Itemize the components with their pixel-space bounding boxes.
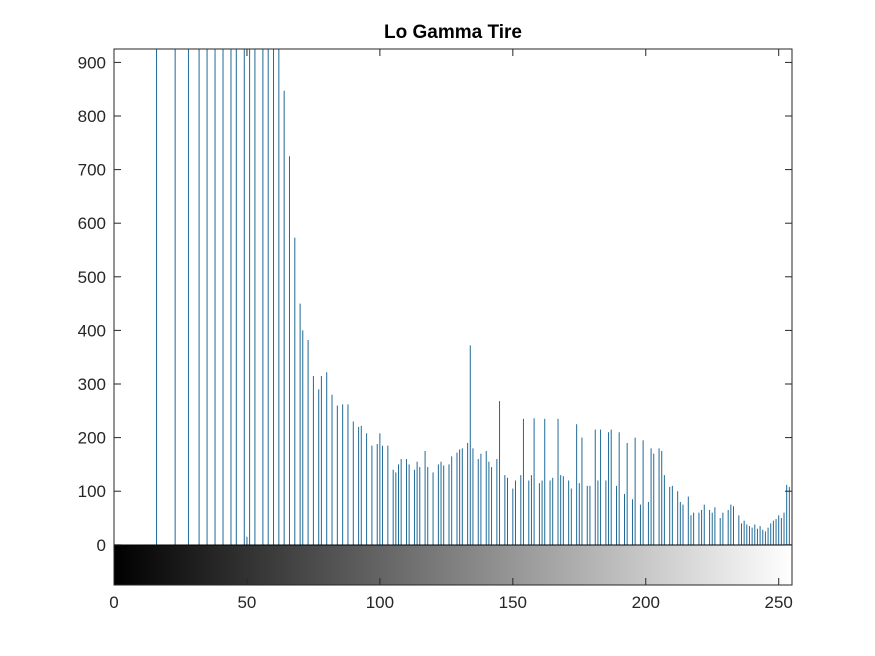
x-tick-label: 0 xyxy=(109,593,118,612)
y-tick-label: 0 xyxy=(97,536,106,555)
x-tick-label: 100 xyxy=(366,593,394,612)
y-tick-label: 600 xyxy=(78,214,106,233)
x-axis: 0 50 100 150 200 250 xyxy=(109,49,793,612)
plot-area xyxy=(114,49,792,585)
histogram-bars xyxy=(114,49,792,545)
y-tick-label: 700 xyxy=(78,161,106,180)
y-tick-label: 900 xyxy=(78,53,106,72)
x-tick-label: 50 xyxy=(237,593,256,612)
x-tick-label: 250 xyxy=(765,593,793,612)
chart-title: Lo Gamma Tire xyxy=(384,22,522,43)
y-tick-label: 300 xyxy=(78,375,106,394)
y-tick-label: 100 xyxy=(78,482,106,501)
x-tick-label: 150 xyxy=(499,593,527,612)
y-tick-label: 500 xyxy=(78,268,106,287)
y-tick-label: 200 xyxy=(78,429,106,448)
grayscale-colorbar xyxy=(113,544,793,586)
y-tick-label: 400 xyxy=(78,321,106,340)
x-tick-label: 200 xyxy=(632,593,660,612)
axes-box xyxy=(113,48,793,586)
y-axis: 0 100 200 300 400 500 600 700 800 900 xyxy=(78,53,792,555)
y-tick-label: 800 xyxy=(78,107,106,126)
